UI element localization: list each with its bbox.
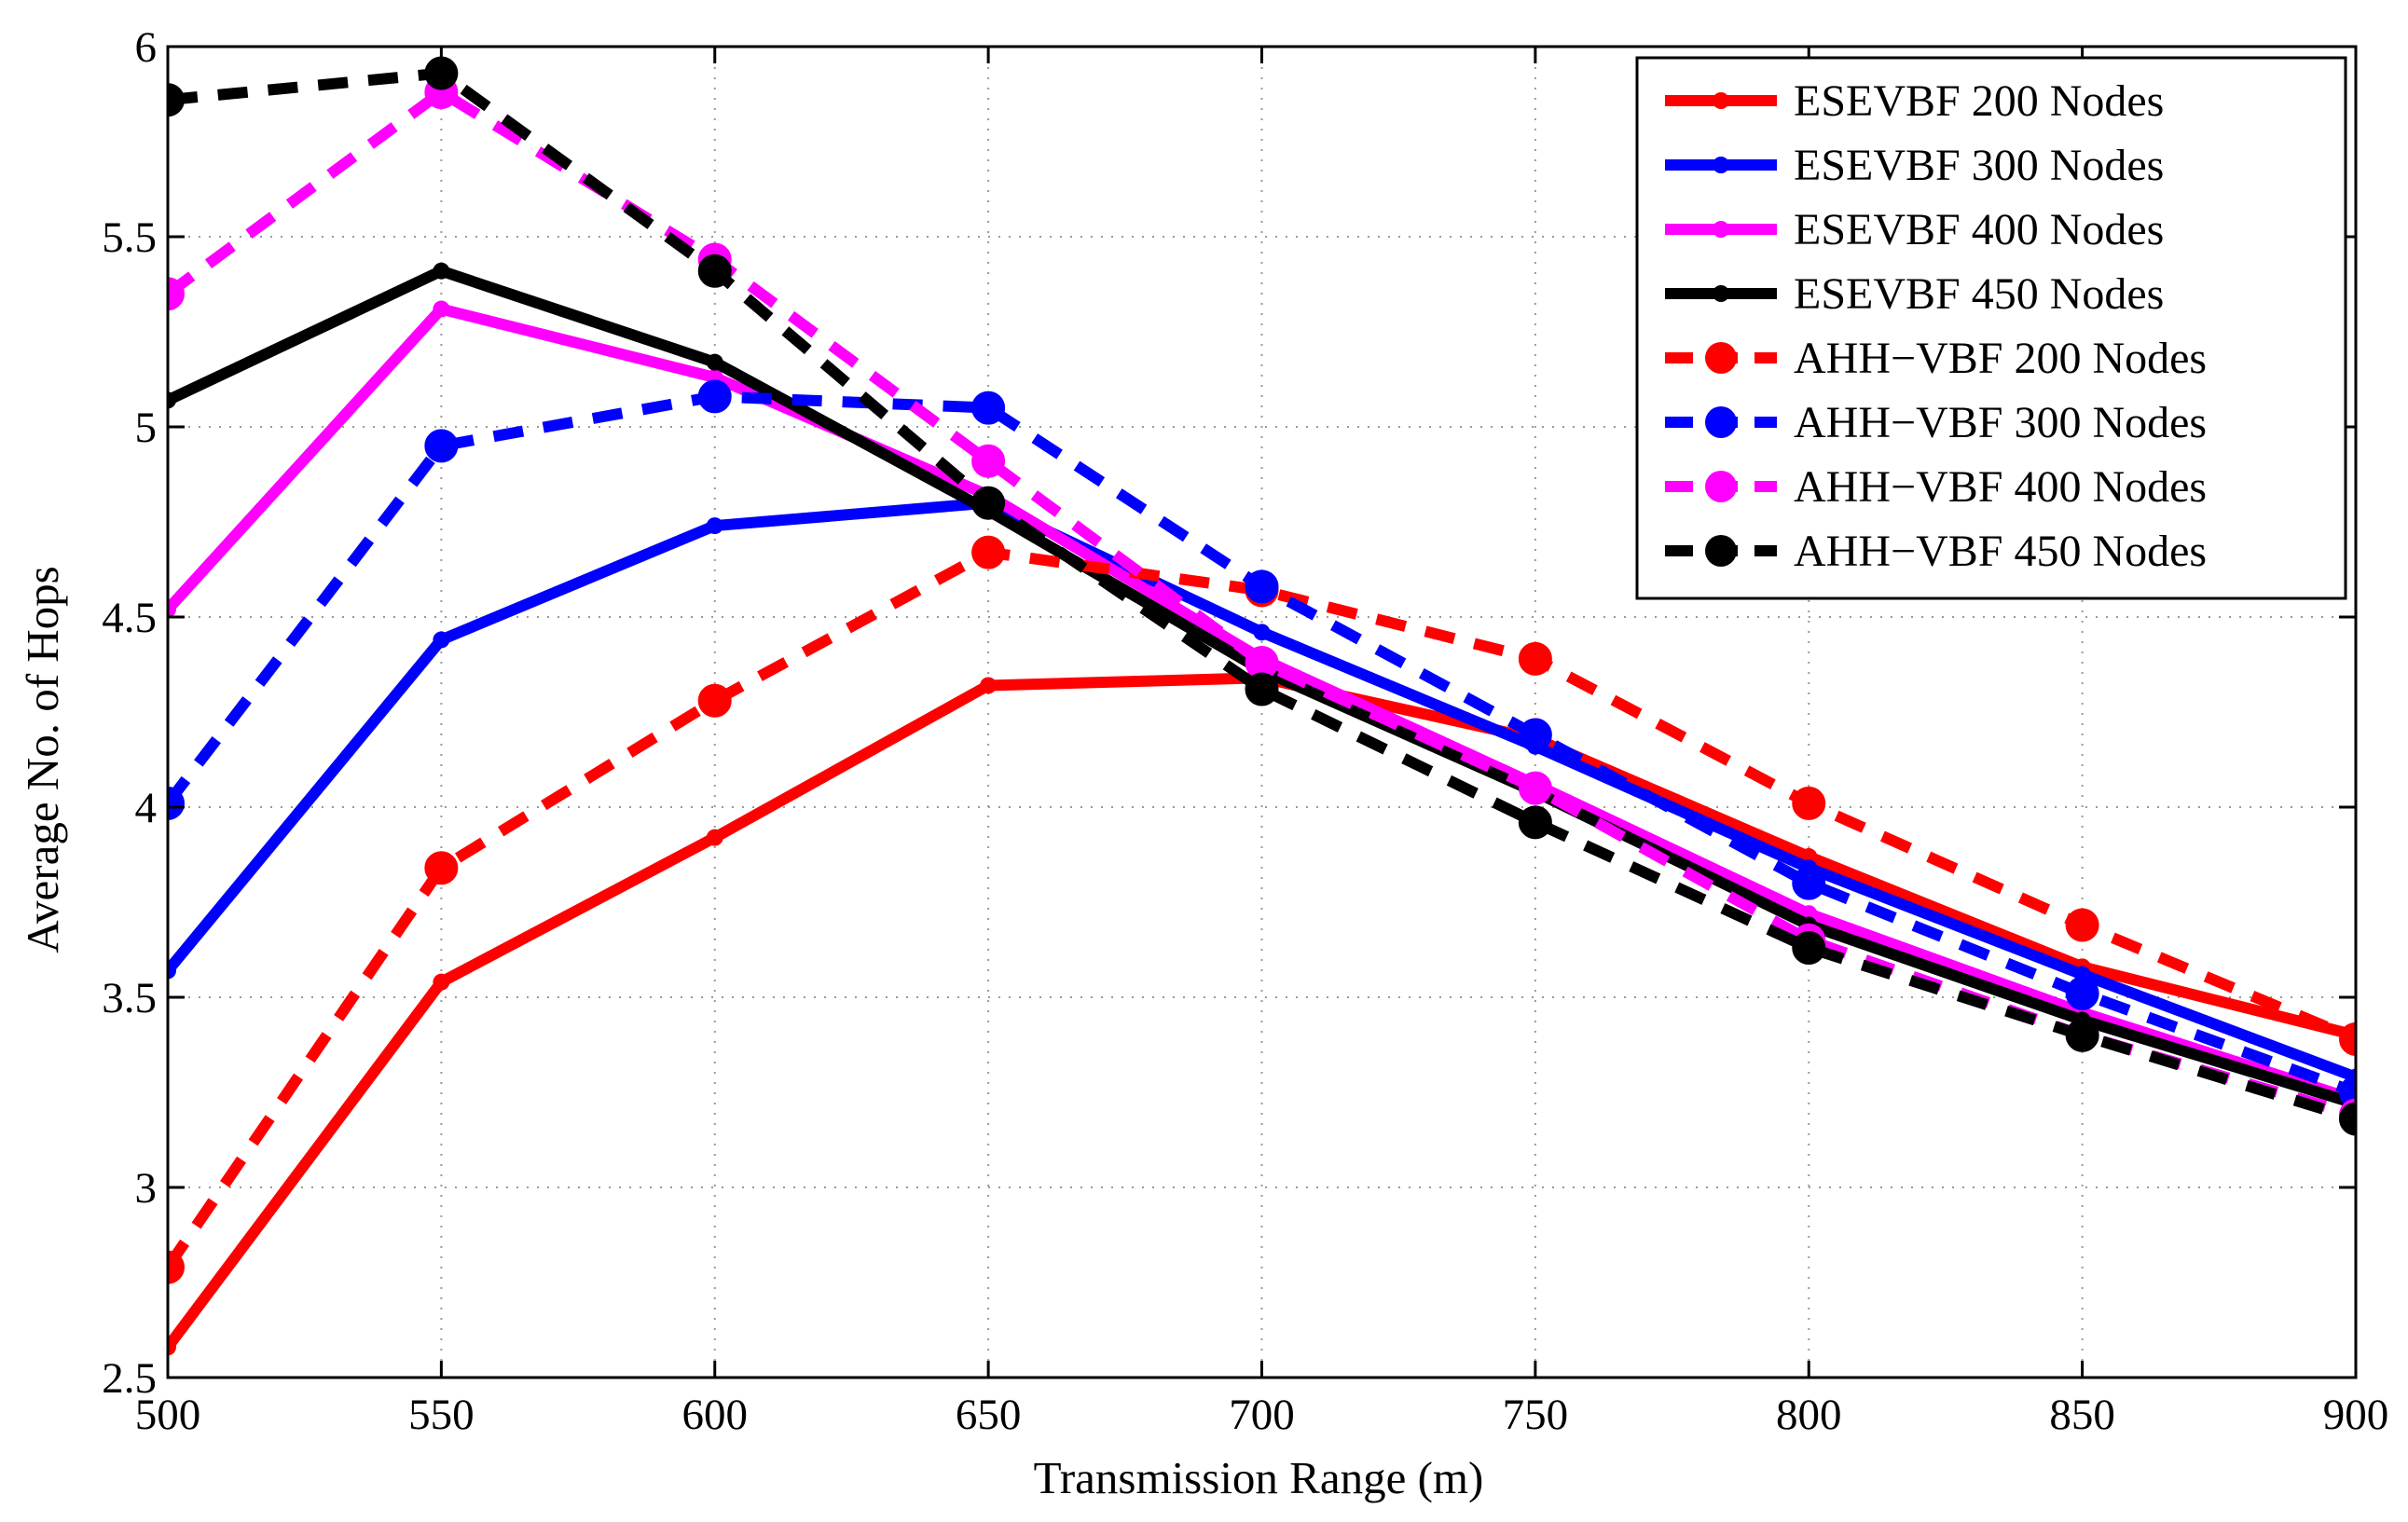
data-point (1518, 718, 1552, 752)
data-point (971, 391, 1006, 425)
data-point (706, 517, 723, 535)
data-point (168, 83, 185, 117)
grid (168, 47, 2356, 1378)
data-point (433, 631, 450, 649)
axis-ticks (166, 45, 2358, 1379)
data-point (697, 379, 732, 414)
y-tick-label: 4 (135, 784, 158, 832)
legend: ESEVBF 200 Nodes ESEVBF 300 Nodes ESEVBF 4… (1635, 56, 2347, 600)
legend-swatch-marker (1705, 406, 1737, 438)
legend-item-7: AHH−VBF 400 Nodes (1665, 462, 2207, 512)
x-tick-label: 750 (1503, 1391, 1569, 1439)
legend-item-8: AHH−VBF 450 Nodes (1665, 527, 2207, 576)
legend-swatch-marker (1713, 157, 1729, 173)
data-point (971, 486, 1006, 520)
data-point (1792, 930, 1826, 965)
tick-labels: 500 550 600 650 700 750 800 850 900 2.5 3 3.5 4 4.5 5 5… (102, 23, 2388, 1439)
y-tick-label: 5 (135, 404, 158, 452)
legend-item-4: ESEVBF 450 Nodes (1665, 269, 2164, 319)
data-point (980, 677, 998, 694)
data-point (168, 1250, 185, 1284)
x-axis-title: Transmission Range (m) (1034, 1452, 1484, 1503)
x-tick-label: 500 (135, 1391, 201, 1439)
data-point (697, 254, 732, 288)
data-point (168, 962, 176, 980)
data-point (168, 600, 176, 618)
data-point (433, 300, 450, 318)
data-point (1518, 771, 1552, 805)
legend-label: ESEVBF 300 Nodes (1794, 141, 2164, 190)
data-point (1792, 866, 1826, 900)
data-point (1518, 641, 1552, 676)
data-point (1518, 805, 1552, 840)
legend-label: ESEVBF 200 Nodes (1794, 76, 2164, 126)
x-tick-label: 900 (2323, 1391, 2389, 1439)
data-point (1792, 786, 1826, 820)
data-point (706, 829, 723, 846)
data-point (2065, 1018, 2099, 1052)
data-point (706, 353, 723, 371)
x-tick-label: 600 (682, 1391, 749, 1439)
legend-box (1635, 56, 2347, 600)
data-point (971, 444, 1006, 478)
legend-swatch-marker (1705, 342, 1737, 374)
y-axis-title: Average No. of Hops (17, 566, 68, 953)
legend-item-5: AHH−VBF 200 Nodes (1665, 334, 2207, 383)
x-tick-label: 550 (408, 1391, 475, 1439)
data-point (1245, 569, 1279, 604)
y-tick-label: 4.5 (102, 594, 157, 642)
data-point (1245, 672, 1279, 706)
data-point (2339, 1022, 2356, 1056)
y-tick-label: 5.5 (102, 213, 157, 262)
series-group (168, 56, 2356, 1356)
data-point (168, 391, 176, 409)
data-point (1253, 624, 1271, 641)
x-tick-label: 850 (2049, 1391, 2115, 1439)
legend-swatch-marker (1713, 92, 1729, 109)
legend-item-2: ESEVBF 300 Nodes (1665, 141, 2164, 190)
legend-item-6: AHH−VBF 300 Nodes (1665, 398, 2207, 447)
data-point (168, 786, 185, 820)
legend-swatch-marker (1713, 285, 1729, 302)
legend-label: ESEVBF 400 Nodes (1794, 205, 2164, 254)
legend-swatch-marker (1713, 221, 1729, 238)
y-tick-label: 3 (135, 1164, 158, 1213)
data-point (2065, 908, 2099, 942)
x-tick-label: 650 (956, 1391, 1022, 1439)
data-point (424, 429, 459, 463)
legend-item-1: ESEVBF 200 Nodes (1665, 76, 2164, 126)
y-tick-label: 2.5 (102, 1354, 157, 1403)
data-point (168, 1338, 176, 1356)
y-tick-label: 6 (135, 23, 158, 72)
legend-item-3: ESEVBF 400 Nodes (1665, 205, 2164, 254)
y-tick-label: 3.5 (102, 974, 157, 1022)
data-point (424, 851, 459, 885)
legend-label: AHH−VBF 300 Nodes (1794, 398, 2207, 447)
x-tick-label: 800 (1776, 1391, 1842, 1439)
data-point (2065, 976, 2099, 1010)
data-point (168, 277, 185, 311)
data-point (697, 683, 732, 718)
legend-swatch-marker (1705, 535, 1737, 567)
series-line (168, 546, 2356, 1271)
series-8 (168, 56, 2356, 1136)
legend-label: AHH−VBF 400 Nodes (1794, 462, 2207, 512)
legend-label: AHH−VBF 200 Nodes (1794, 334, 2207, 383)
legend-label: ESEVBF 450 Nodes (1794, 269, 2164, 319)
legend-label: AHH−VBF 450 Nodes (1794, 527, 2207, 576)
legend-swatch-marker (1705, 471, 1737, 502)
data-point (971, 535, 1006, 569)
x-tick-label: 700 (1229, 1391, 1295, 1439)
data-point (433, 973, 450, 991)
data-point (433, 262, 450, 280)
series-5 (168, 535, 2356, 1284)
data-point (2339, 1102, 2356, 1136)
